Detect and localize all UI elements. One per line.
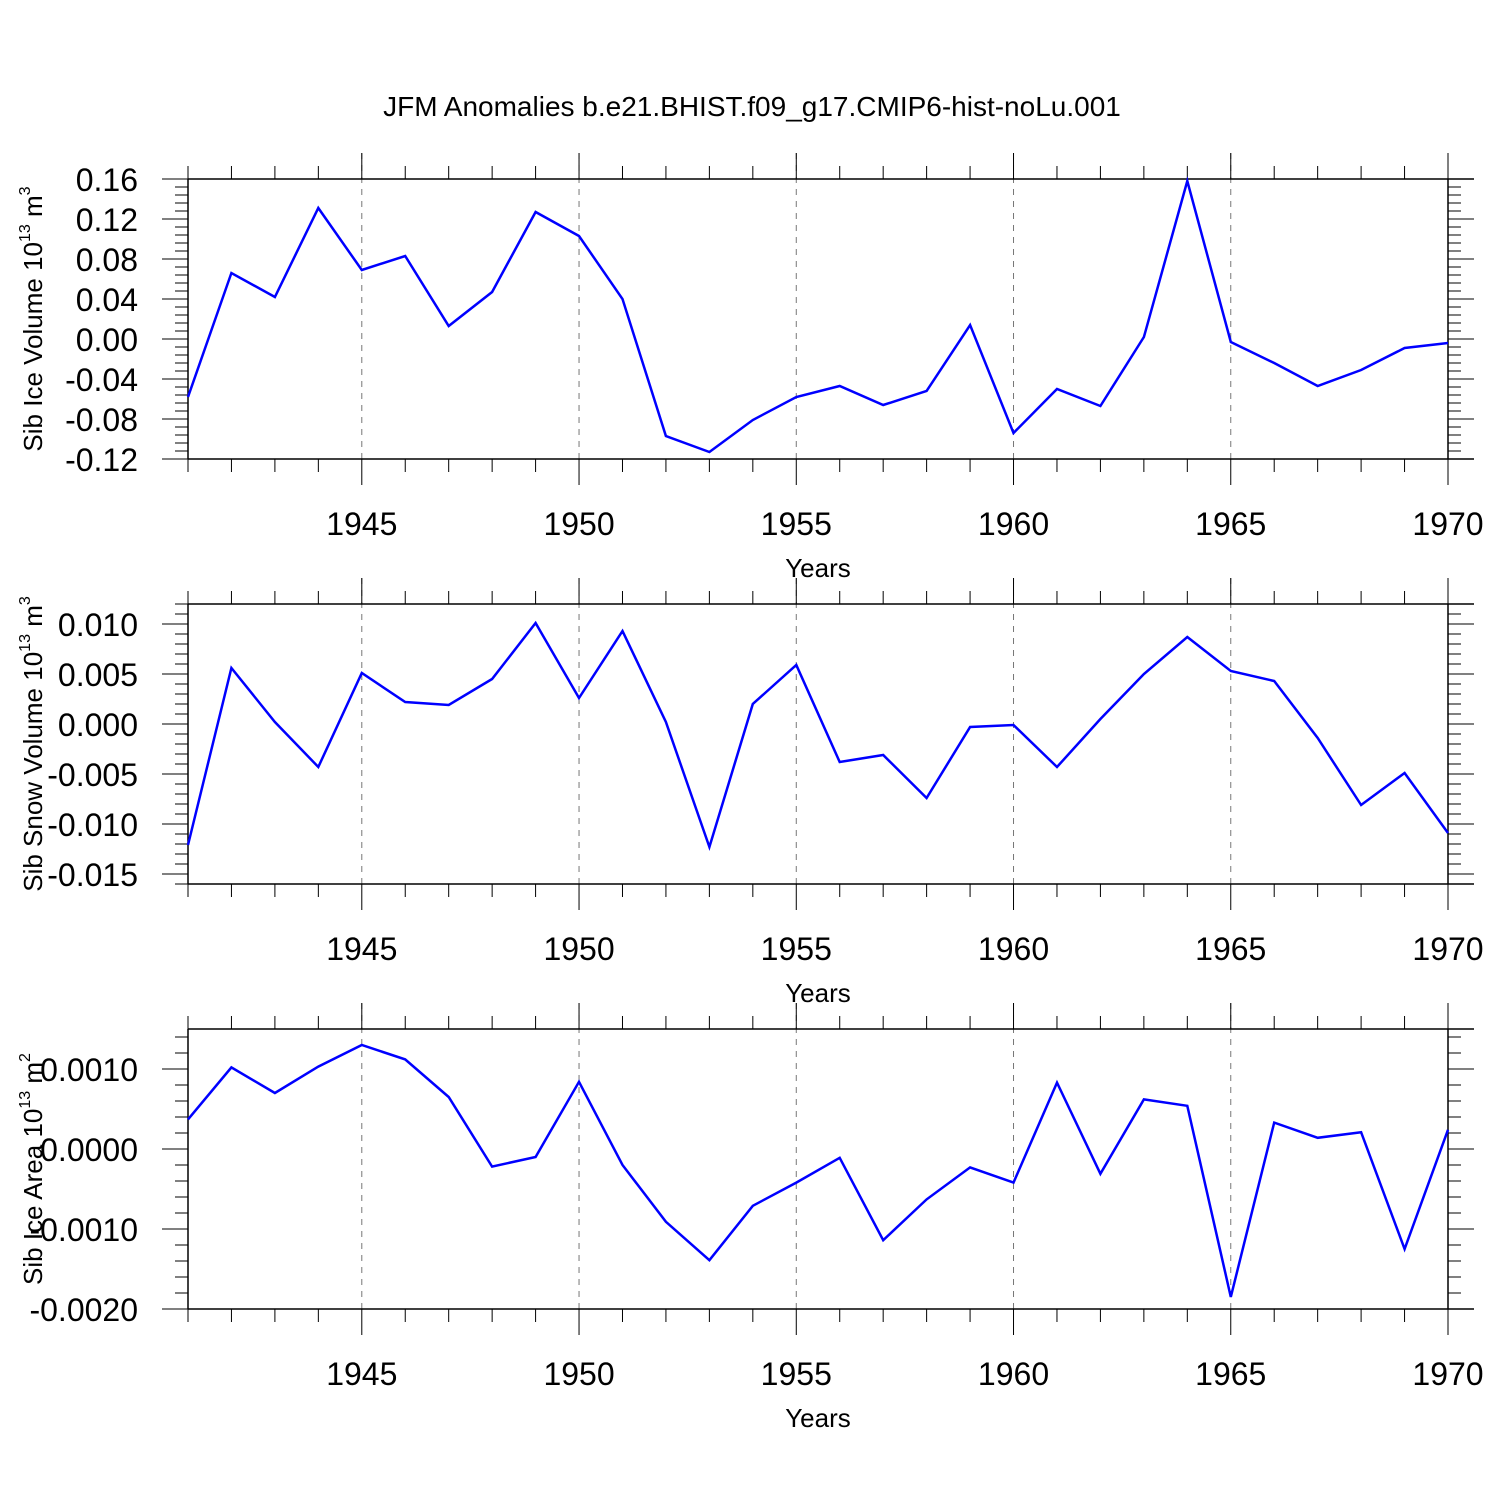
y-tick-label: 0.0000 — [40, 1132, 138, 1168]
y-tick-label: 0.0010 — [40, 1052, 138, 1088]
x-tick-label: 1970 — [1412, 931, 1483, 967]
y-tick-label: 0.000 — [58, 707, 138, 743]
y-tick-label: 0.12 — [76, 202, 138, 238]
y-tick-label: -0.010 — [47, 807, 138, 843]
series-line — [187, 1043, 1450, 1298]
x-tick-label: 1965 — [1195, 506, 1266, 542]
y-tick-label: 0.04 — [76, 282, 138, 318]
x-axis-label: Years — [785, 1403, 851, 1433]
y-tick-label: -0.0010 — [29, 1212, 138, 1248]
y-tick-label: 0.00 — [76, 322, 138, 358]
x-tick-label: 1970 — [1412, 1356, 1483, 1392]
x-tick-label: 1970 — [1412, 506, 1483, 542]
panel-3: 0.0010 0.0000 -0.0010 -0.0020 1945 1950 1955 19… — [17, 1003, 1484, 1433]
y-tick-label: 0.16 — [76, 162, 138, 198]
x-tick-label: 1960 — [978, 506, 1049, 542]
x-tick-label: 1960 — [978, 931, 1049, 967]
x-tick-label: 1965 — [1195, 931, 1266, 967]
x-tick-label: 1955 — [761, 506, 832, 542]
y-axis-label: Sib Ice Area 1013 m2 — [17, 1053, 48, 1285]
x-axis-label: Years — [785, 553, 851, 583]
y-tick-label: -0.015 — [47, 857, 138, 893]
x-tick-label: 1945 — [326, 931, 397, 967]
y-tick-label: -0.005 — [47, 757, 138, 793]
y-tick-label: -0.04 — [65, 362, 138, 398]
panel-1: 0.16 0.12 0.08 0.04 0.00 -0.04 -0.08 -0.12 1945 1… — [17, 153, 1484, 583]
panel-2: 0.010 0.005 0.000 -0.005 -0.010 -0.015 1945 195… — [17, 578, 1484, 1008]
x-tick-label: 1950 — [543, 931, 614, 967]
x-tick-label: 1945 — [326, 506, 397, 542]
x-tick-label: 1945 — [326, 1356, 397, 1392]
y-tick-label: -0.0020 — [29, 1292, 138, 1328]
x-tick-label: 1965 — [1195, 1356, 1266, 1392]
chart-title: JFM Anomalies b.e21.BHIST.f09_g17.CMIP6-… — [383, 91, 1121, 122]
y-tick-label: -0.08 — [65, 402, 138, 438]
x-tick-label: 1955 — [761, 1356, 832, 1392]
series-line — [186, 176, 1449, 454]
x-axis-label: Years — [785, 978, 851, 1008]
x-tick-label: 1950 — [543, 1356, 614, 1392]
y-tick-label: 0.010 — [58, 607, 138, 643]
x-tick-label: 1960 — [978, 1356, 1049, 1392]
y-axis-label: Sib Ice Volume 1013 m3 — [17, 186, 48, 451]
x-tick-label: 1955 — [761, 931, 832, 967]
y-tick-label: 0.08 — [76, 242, 138, 278]
y-tick-label: 0.005 — [58, 657, 138, 693]
y-tick-label: -0.12 — [65, 442, 138, 478]
series-line — [186, 620, 1450, 852]
x-tick-label: 1950 — [543, 506, 614, 542]
y-axis-label: Sib Snow Volume 1013 m3 — [17, 596, 48, 892]
